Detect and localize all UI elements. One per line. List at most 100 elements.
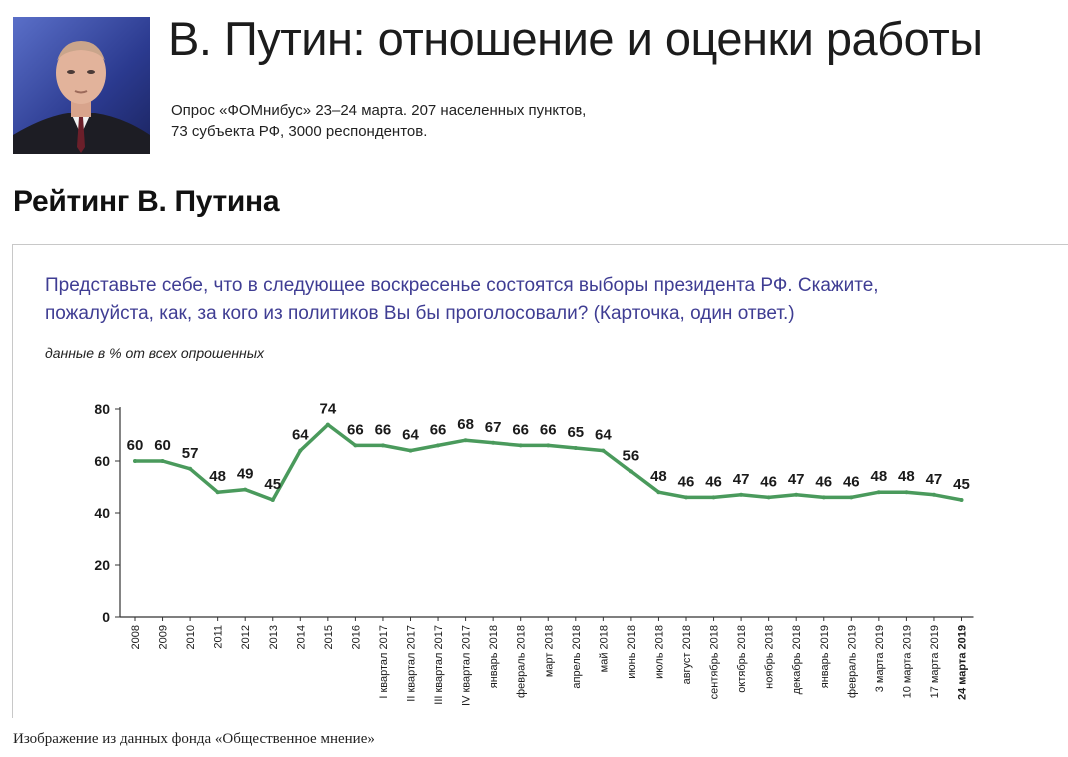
data-point — [325, 422, 330, 427]
rating-line-chart: 0 20 40 60 80 2008 2009 2010 2011 2012 2013 2014 201… — [94, 401, 974, 706]
x-tick-label: 2016 — [350, 625, 362, 649]
data-point — [876, 490, 881, 495]
data-point — [821, 495, 826, 500]
data-point — [601, 448, 606, 453]
chart-panel: Представьте себе, что в следующее воскре… — [12, 244, 1068, 718]
survey-description: Опрос «ФОМнибус» 23–24 марта. 207 населе… — [171, 100, 691, 142]
data-point — [628, 469, 633, 474]
data-label: 66 — [430, 421, 447, 438]
x-tick-label: 2008 — [130, 625, 142, 649]
data-label: 64 — [292, 427, 309, 444]
data-point — [739, 492, 744, 497]
x-tick-label: январь 2018 — [488, 625, 500, 688]
data-label: 48 — [871, 468, 888, 485]
data-point — [380, 443, 385, 448]
x-tick-label: 2010 — [185, 625, 197, 649]
data-point — [518, 443, 523, 448]
x-tick-label: 2011 — [213, 625, 225, 649]
survey-question-line: пожалуйста, как, за кого из политиков Вы… — [45, 303, 795, 324]
data-point — [849, 495, 854, 500]
x-tick-label: 2009 — [158, 625, 170, 649]
data-point — [298, 448, 303, 453]
x-tick-label: I квартал 2017 — [378, 625, 390, 699]
data-label: 57 — [182, 445, 199, 462]
x-tick-label: II квартал 2017 — [406, 625, 418, 702]
x-tick-label: май 2018 — [598, 625, 610, 672]
data-label: 46 — [815, 473, 832, 490]
data-point — [794, 492, 799, 497]
y-tick-label: 60 — [94, 453, 110, 469]
data-label: 64 — [402, 427, 419, 444]
data-label: 46 — [760, 473, 777, 490]
data-label: 66 — [540, 421, 557, 438]
data-point — [573, 446, 578, 450]
x-tick-label: 24 марта 2019 — [957, 625, 969, 700]
unit-note: данные в % от всех опрошенных — [45, 345, 265, 361]
section-title: Рейтинг В. Путина — [13, 185, 280, 218]
data-label: 65 — [567, 424, 584, 441]
data-label: 56 — [623, 447, 640, 464]
x-tick-label: ноябрь 2018 — [764, 625, 776, 689]
x-tick-label: 3 марта 2019 — [874, 625, 886, 692]
data-label: 46 — [678, 473, 695, 490]
data-label: 45 — [264, 476, 281, 493]
y-tick-label: 0 — [102, 609, 110, 625]
data-point — [766, 495, 771, 500]
image-caption: Изображение из данных фонда «Общественно… — [13, 731, 375, 747]
x-tick-label: сентябрь 2018 — [709, 625, 721, 699]
data-label: 46 — [705, 473, 722, 490]
x-tick-label: март 2018 — [543, 625, 555, 677]
data-point — [546, 443, 551, 448]
data-label: 68 — [457, 416, 474, 433]
survey-question: Представьте себе, что в следующее воскре… — [45, 272, 1005, 328]
data-point — [684, 495, 688, 500]
x-tick-label: февраль 2018 — [516, 625, 528, 698]
x-tick-label: IV квартал 2017 — [461, 625, 473, 706]
data-point — [436, 443, 441, 448]
data-label: 74 — [320, 401, 337, 418]
data-point — [656, 490, 661, 495]
x-tick-label: июль 2018 — [653, 625, 665, 679]
data-point — [353, 443, 358, 448]
page-title: В. Путин: отношение и оценки работы — [168, 12, 983, 65]
data-label: 60 — [127, 437, 144, 454]
data-point — [270, 498, 275, 502]
data-point — [931, 492, 936, 497]
data-label: 66 — [375, 421, 392, 438]
data-label: 66 — [347, 421, 364, 438]
data-point — [959, 498, 964, 502]
y-tick-label: 80 — [94, 401, 110, 417]
data-label: 47 — [733, 471, 750, 488]
x-tick-label: 2012 — [240, 625, 252, 649]
data-point — [243, 487, 248, 492]
x-tick-label: октябрь 2018 — [736, 625, 748, 693]
survey-question-line: Представьте себе, что в следующее воскре… — [45, 275, 879, 296]
data-label: 66 — [512, 421, 529, 438]
x-tick-label: 2015 — [323, 625, 335, 649]
data-point — [215, 490, 220, 495]
data-label: 49 — [237, 466, 254, 483]
x-tick-label: III квартал 2017 — [433, 625, 445, 705]
x-tick-label: декабрь 2018 — [791, 625, 803, 694]
data-point — [491, 440, 496, 445]
data-label: 48 — [898, 468, 915, 485]
x-tick-label: август 2018 — [681, 625, 693, 684]
x-tick-label: июнь 2018 — [626, 625, 638, 679]
x-tick-label: 2013 — [268, 625, 280, 649]
x-tick-label: 2014 — [295, 625, 307, 649]
data-point — [188, 466, 193, 471]
data-point — [160, 459, 165, 463]
data-label: 45 — [953, 476, 970, 493]
data-point — [711, 495, 716, 500]
x-tick-label: февраль 2019 — [846, 625, 858, 698]
x-tick-label: апрель 2018 — [571, 625, 583, 689]
x-tick-label: 10 марта 2019 — [901, 625, 913, 698]
data-label: 48 — [650, 468, 667, 485]
data-label: 48 — [209, 468, 226, 485]
putin-photo — [13, 17, 150, 154]
data-point — [904, 490, 909, 495]
survey-description-line: 73 субъекта РФ, 3000 респондентов. — [171, 123, 428, 140]
survey-description-line: Опрос «ФОМнибус» 23–24 марта. 207 населе… — [171, 102, 587, 119]
data-label: 64 — [595, 427, 612, 444]
data-point — [463, 438, 468, 443]
